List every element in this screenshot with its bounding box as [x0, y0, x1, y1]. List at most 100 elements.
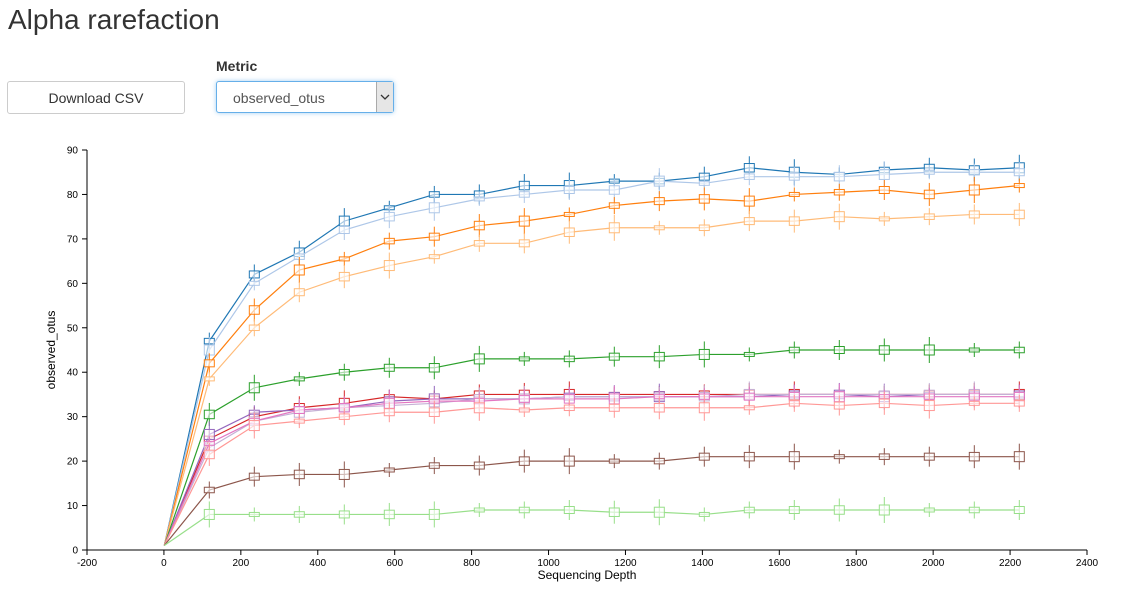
box-marker [563, 227, 575, 237]
y-tick-label: 50 [67, 323, 79, 334]
box-marker [293, 469, 305, 480]
select-arrow-button[interactable] [376, 82, 393, 112]
box-marker [338, 468, 350, 480]
box-marker [1013, 506, 1025, 514]
x-tick-label: 200 [233, 558, 250, 569]
box-marker [473, 461, 485, 470]
box-marker [698, 194, 710, 204]
series-3 [163, 202, 1025, 546]
metric-select[interactable]: observed_otus [216, 81, 394, 113]
box-marker [653, 225, 665, 231]
box-marker [878, 168, 890, 180]
box-marker [968, 400, 980, 406]
box-marker [788, 451, 800, 463]
box-marker [923, 400, 935, 412]
box-marker [383, 363, 395, 372]
box-marker [653, 351, 665, 362]
y-tick-label: 70 [67, 234, 79, 245]
box-marker [473, 353, 485, 365]
box-marker [923, 169, 935, 175]
series-line [163, 184, 1020, 546]
box-marker [293, 406, 305, 414]
box-marker [563, 455, 575, 467]
box-marker [878, 398, 890, 409]
box-marker [788, 506, 800, 514]
box-marker [248, 511, 260, 517]
series-11 [163, 497, 1025, 547]
rarefaction-chart: -200 0 200 400 600 800 1000 1200 1400 1600 1800 200… [44, 146, 1099, 583]
series-line [163, 171, 1020, 546]
box-marker [923, 189, 935, 200]
box-marker [608, 352, 620, 361]
box-marker [473, 196, 485, 202]
series-layer [163, 154, 1025, 547]
box-marker [788, 216, 800, 226]
box-marker [608, 202, 620, 209]
series-line [163, 167, 1020, 546]
box-marker [743, 451, 755, 462]
box-marker [743, 405, 755, 411]
box-marker [698, 452, 710, 461]
axes-layer: -200 0 200 400 600 800 1000 1200 1400 1600 1800 200… [44, 146, 1099, 583]
box-marker [518, 456, 530, 466]
x-axis-label: Sequencing Depth [538, 568, 637, 582]
chevron-down-icon [380, 94, 390, 100]
series-line [163, 456, 1020, 546]
box-marker [248, 324, 260, 332]
box-marker [788, 191, 800, 197]
box-marker [473, 402, 485, 414]
box-marker [923, 452, 935, 461]
box-marker [878, 345, 890, 355]
box-marker [1013, 451, 1025, 463]
box-marker [743, 173, 755, 180]
box-marker [248, 382, 260, 394]
download-csv-button[interactable]: Download CSV [7, 81, 185, 114]
x-tick-label: 1400 [691, 558, 714, 569]
box-marker [698, 180, 710, 186]
y-tick-label: 30 [67, 412, 79, 423]
box-marker [563, 404, 575, 412]
box-marker [968, 168, 980, 176]
box-marker [833, 188, 845, 196]
box-marker [338, 256, 350, 262]
box-marker [1013, 400, 1025, 407]
series-1 [163, 161, 1025, 546]
box-marker [383, 467, 395, 473]
box-marker [788, 346, 800, 354]
box-marker [293, 376, 305, 382]
box-marker [1013, 168, 1025, 177]
series-2 [163, 177, 1025, 546]
page-title: Alpha rarefaction [8, 4, 220, 35]
box-marker [698, 224, 710, 232]
box-marker [743, 506, 755, 514]
y-tick-label: 0 [72, 546, 78, 557]
box-marker [248, 420, 260, 432]
box-marker [383, 237, 395, 245]
box-marker [338, 226, 350, 234]
box-marker [788, 172, 800, 181]
box-marker [563, 506, 575, 514]
box-marker [698, 348, 710, 360]
box-marker [473, 507, 485, 513]
box-marker [563, 355, 575, 363]
box-marker [1013, 183, 1025, 189]
box-marker [248, 280, 260, 286]
box-marker [608, 403, 620, 412]
x-tick-label: 1800 [845, 558, 868, 569]
box-marker [383, 211, 395, 222]
box-marker [833, 505, 845, 515]
box-marker [383, 509, 395, 520]
box-marker [743, 392, 755, 401]
box-marker [833, 211, 845, 223]
y-axis-label: observed_otus [44, 311, 58, 390]
box-marker [653, 506, 665, 518]
y-tick-label: 20 [67, 457, 79, 468]
box-marker [203, 359, 215, 368]
box-marker [428, 232, 440, 241]
box-marker [203, 376, 215, 382]
box-marker [428, 363, 440, 373]
box-marker [1013, 209, 1025, 220]
series-10 [163, 443, 1025, 546]
box-marker [968, 184, 980, 196]
series-4 [163, 337, 1025, 546]
